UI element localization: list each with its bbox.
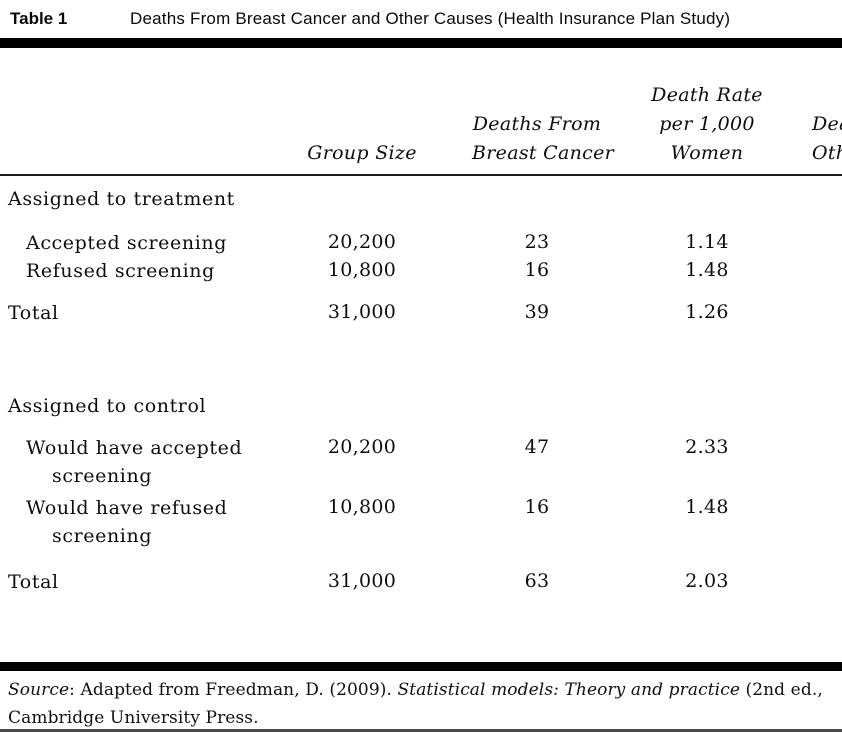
col-header-group-size: Group Size xyxy=(307,142,417,164)
table-number-label: Table 1 xyxy=(10,9,68,28)
cell-deaths-breast-cancer: 16 xyxy=(524,259,550,281)
section-header-treatment: Assigned to treatment xyxy=(8,188,235,210)
col-header-deaths-other-causes-line2: Other Causes xyxy=(812,142,842,164)
table-title: Deaths From Breast Cancer and Other Caus… xyxy=(130,9,731,28)
top-rule xyxy=(0,38,842,48)
col-header-death-rate-line2: per 1,000 xyxy=(659,113,755,135)
cell-death-rate: 1.26 xyxy=(685,301,729,323)
cell-deaths-breast-cancer: 23 xyxy=(524,231,550,253)
cell-death-rate: 2.33 xyxy=(685,436,729,458)
cell-death-rate: 1.48 xyxy=(685,259,729,281)
cell-death-rate: 2.03 xyxy=(685,570,729,592)
cell-deaths-breast-cancer: 16 xyxy=(524,496,550,518)
cell-deaths-breast-cancer: 47 xyxy=(524,436,550,458)
cell-group-size: 20,200 xyxy=(327,436,397,458)
book-title: Statistical models: Theory and practice xyxy=(397,680,740,700)
cell-group-size: 10,800 xyxy=(327,259,397,281)
table-caption: Table 1 xyxy=(10,9,67,29)
bottom-edge-rule xyxy=(0,729,842,732)
source-word: Source xyxy=(8,680,70,700)
source-text: : Adapted from Freedman, D. (2009). xyxy=(69,680,398,700)
source-note-line1: Source: Adapted from Freedman, D. (2009)… xyxy=(8,677,823,704)
row-label-line1: Would have refused xyxy=(26,497,228,519)
cell-deaths-breast-cancer: 39 xyxy=(524,301,550,323)
col-header-death-rate-line1: Death Rate xyxy=(651,84,763,106)
footer-rule xyxy=(0,662,842,671)
cell-death-rate: 1.14 xyxy=(685,231,729,253)
row-label: Refused screening xyxy=(26,260,215,282)
col-header-deaths-other-causes-line1: Deaths From xyxy=(812,113,842,135)
col-header-death-rate-line3: Women xyxy=(670,142,744,164)
source-text-edition: (2nd ed., xyxy=(739,680,823,700)
cell-group-size: 31,000 xyxy=(327,570,397,592)
header-rule xyxy=(0,174,842,176)
section-header-control: Assigned to control xyxy=(8,395,207,417)
cell-group-size: 10,800 xyxy=(327,496,397,518)
col-header-deaths-breast-cancer-line2: Breast Cancer xyxy=(472,142,615,164)
cell-group-size: 31,000 xyxy=(327,301,397,323)
row-label-line2: screening xyxy=(52,465,153,487)
total-label: Total xyxy=(8,302,59,324)
source-note-line2: Cambridge University Press. xyxy=(8,708,259,728)
row-label: Accepted screening xyxy=(26,232,227,254)
cell-deaths-breast-cancer: 63 xyxy=(524,570,550,592)
total-label: Total xyxy=(8,571,59,593)
row-label-line1: Would have accepted xyxy=(26,437,243,459)
cell-death-rate: 1.48 xyxy=(685,496,729,518)
row-label-line2: screening xyxy=(52,525,153,547)
cell-group-size: 20,200 xyxy=(327,231,397,253)
col-header-deaths-breast-cancer-line1: Deaths From xyxy=(472,113,602,135)
